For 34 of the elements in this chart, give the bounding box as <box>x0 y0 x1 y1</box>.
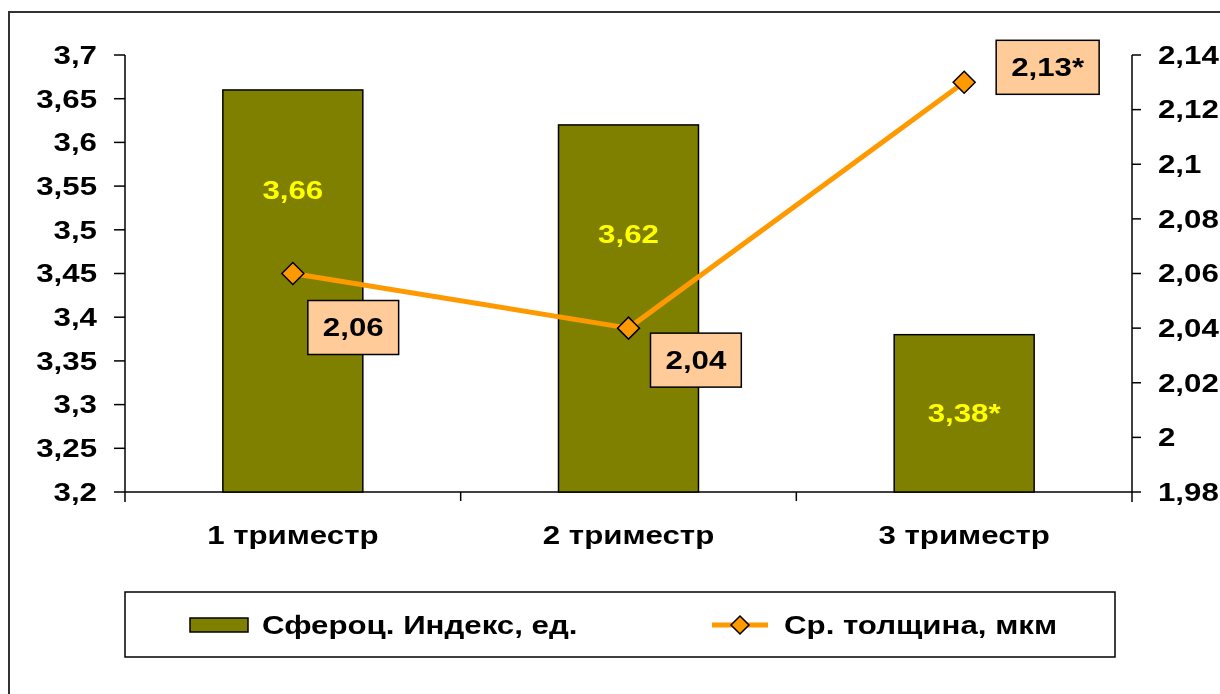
data-label: 3,62 <box>598 220 659 249</box>
y2-tick-label: 2,02 <box>1158 368 1219 397</box>
y2-tick-label: 2,08 <box>1158 204 1219 234</box>
y-tick-label: 3,45 <box>36 259 97 288</box>
point <box>952 70 976 95</box>
y-tick-label: 3,55 <box>36 171 97 201</box>
legend-label: Сфероц. Индекс, ед. <box>262 610 578 640</box>
y-tick-label: 3,35 <box>36 346 97 376</box>
data-label: 2,13* <box>1011 53 1085 82</box>
point <box>281 261 305 286</box>
y2-tick-label: 2,14 <box>1158 40 1220 70</box>
y-tick-label: 3,6 <box>53 128 97 157</box>
y-tick-label: 3,25 <box>36 434 97 463</box>
y2-tick-label: 2,06 <box>1158 259 1219 288</box>
point <box>616 316 641 340</box>
y2-tick-label: 1,98 <box>1158 477 1219 507</box>
data-label: 3,38* <box>927 399 1001 428</box>
data-label: 2,06 <box>322 313 384 342</box>
y-tick-label: 3,5 <box>53 215 97 244</box>
x-tick-label: 1 триместр <box>207 520 379 550</box>
y-tick-label: 3,7 <box>53 40 97 70</box>
y-tick-label: 3,4 <box>53 303 98 332</box>
y-tick-label: 3,3 <box>53 390 97 419</box>
y2-tick-label: 2 <box>1158 423 1176 452</box>
legend-label: Ср. толщина, мкм <box>784 610 1057 640</box>
x-tick-label: 3 триместр <box>878 520 1050 550</box>
data-label: 3,66 <box>262 175 324 204</box>
y2-tick-label: 2,04 <box>1158 313 1220 343</box>
y2-tick-label: 2,12 <box>1158 95 1219 124</box>
y-tick-label: 3,2 <box>53 477 97 507</box>
y2-tick-label: 2,1 <box>1158 150 1202 179</box>
y-tick-label: 3,65 <box>36 84 97 113</box>
data-label: 2,04 <box>665 345 727 375</box>
x-tick-label: 2 триместр <box>542 520 715 550</box>
